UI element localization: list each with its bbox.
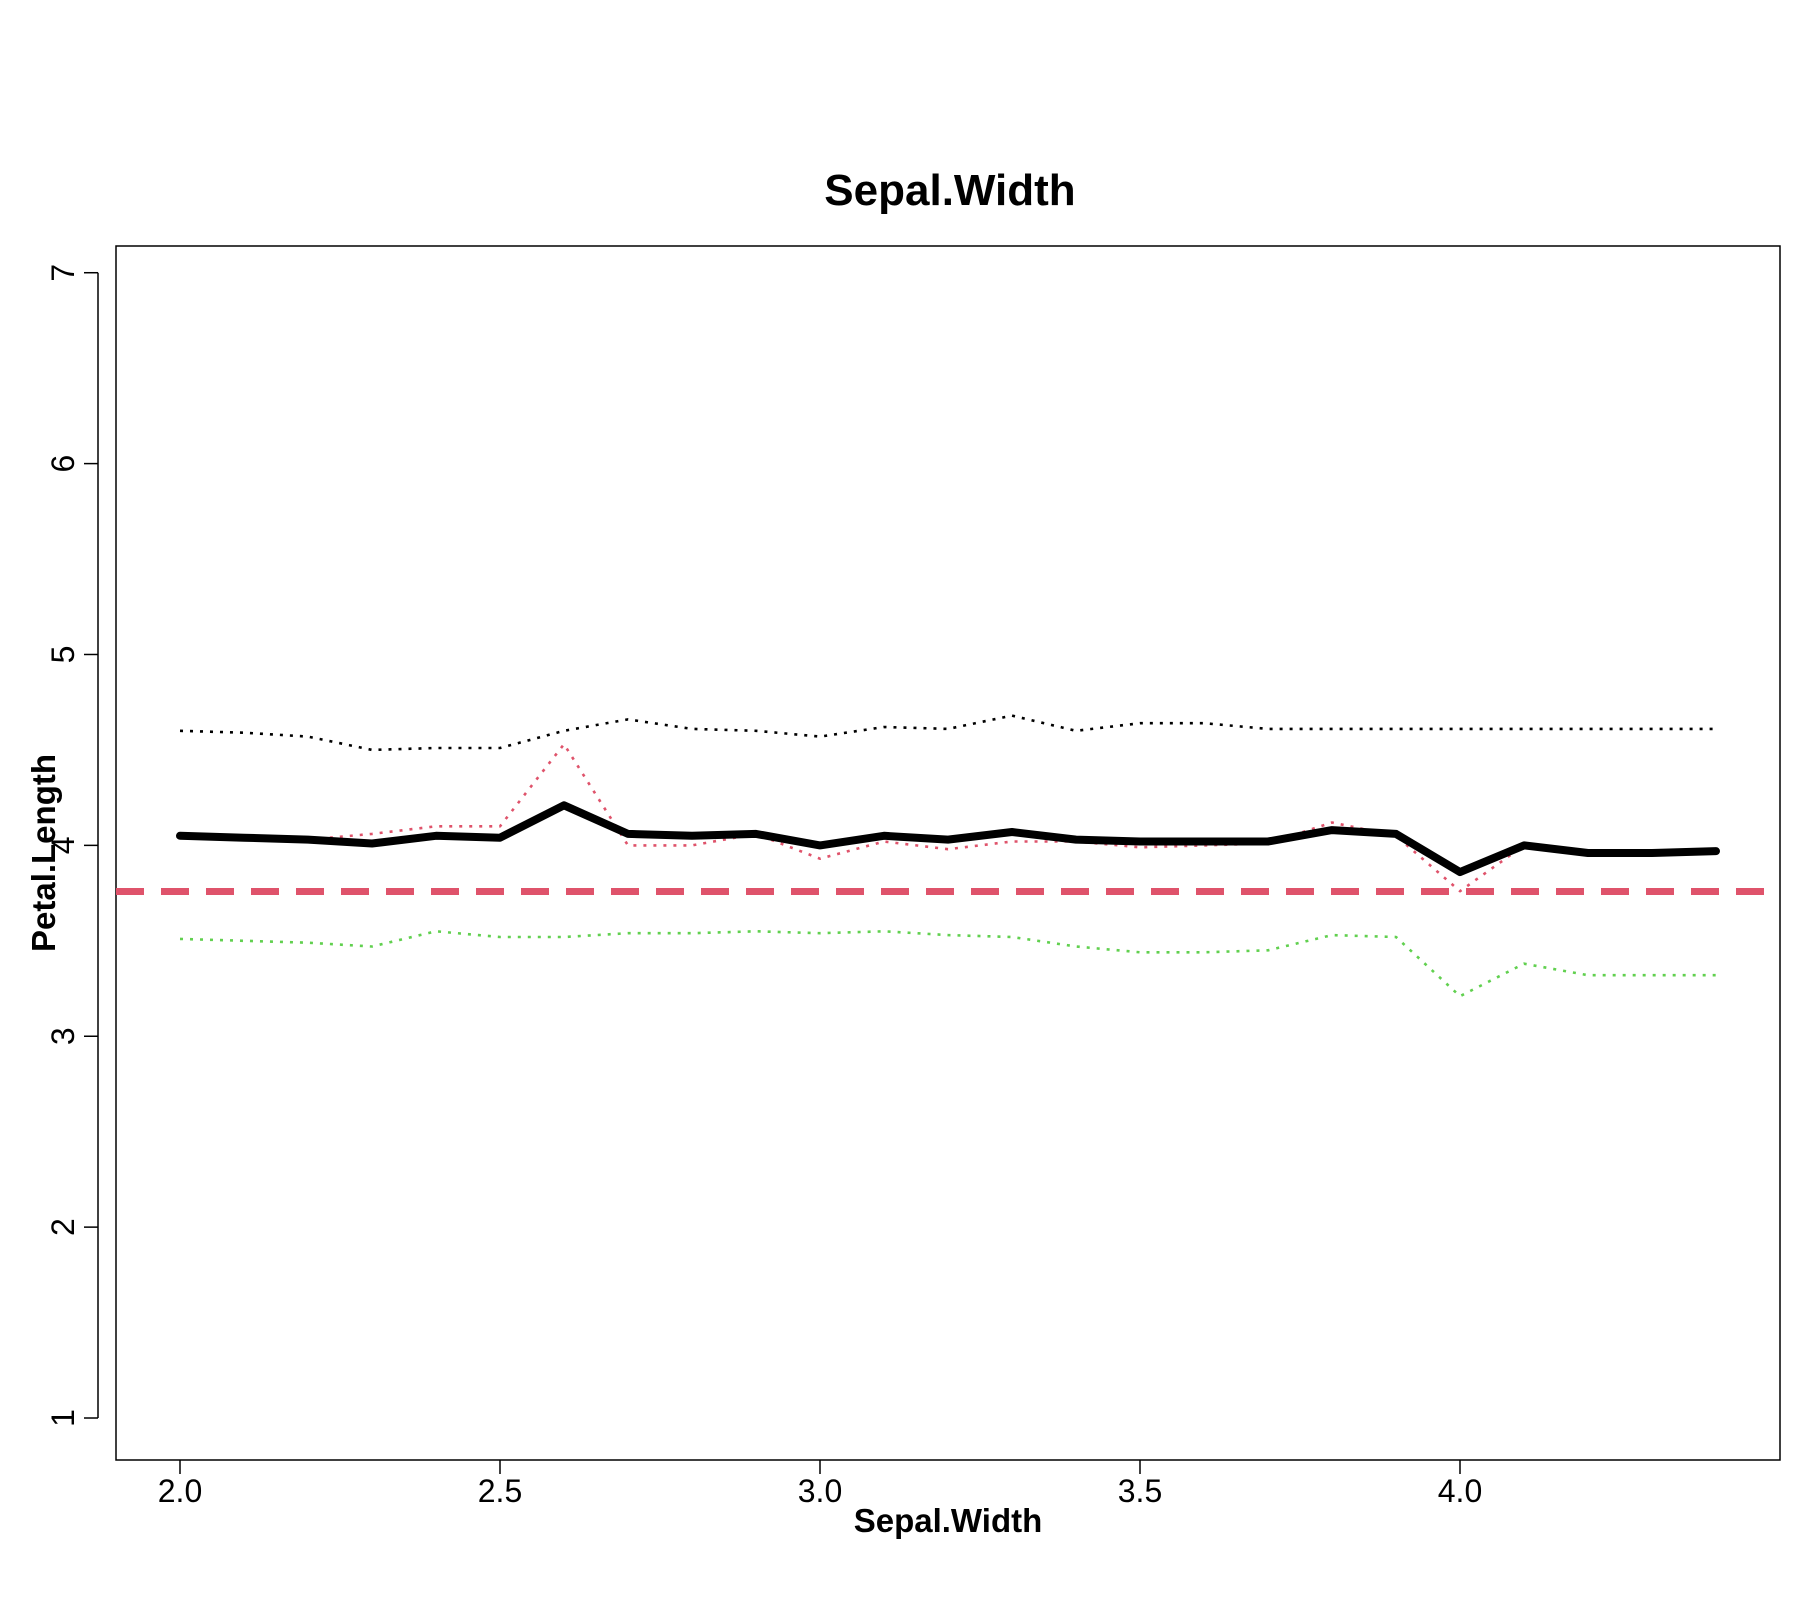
series-line-solid — [176, 801, 1720, 877]
x-tick-label: 2.5 — [478, 1473, 522, 1509]
series-line-dotted-1 — [179, 742, 1717, 893]
series-line-dotted-3 — [179, 929, 1716, 998]
y-tick-label: 2 — [45, 1218, 81, 1236]
y-axis-label: Petal.Length — [25, 754, 62, 952]
chart-title: Sepal.Width — [824, 166, 1075, 215]
y-axis: 1 2 3 4 5 6 7 — [45, 264, 99, 1427]
x-axis: 2.0 2.5 3.0 3.5 4.0 — [158, 1460, 1482, 1509]
y-tick-label: 3 — [45, 1027, 81, 1045]
x-tick-label: 2.0 — [158, 1473, 202, 1509]
x-axis-label: Sepal.Width — [854, 1502, 1043, 1539]
x-tick-label: 3.0 — [798, 1473, 842, 1509]
series-line-dotted-2 — [179, 714, 1716, 752]
y-tick-label: 6 — [45, 455, 81, 473]
y-tick-label: 4 — [45, 836, 81, 854]
y-tick-label: 5 — [45, 646, 81, 664]
y-tick-label: 1 — [45, 1409, 81, 1427]
x-tick-label: 3.5 — [1118, 1473, 1162, 1509]
series-layer — [176, 714, 1720, 998]
x-tick-label: 4.0 — [1438, 1473, 1482, 1509]
plot-frame — [115, 245, 1781, 1461]
y-tick-label: 7 — [45, 264, 81, 282]
